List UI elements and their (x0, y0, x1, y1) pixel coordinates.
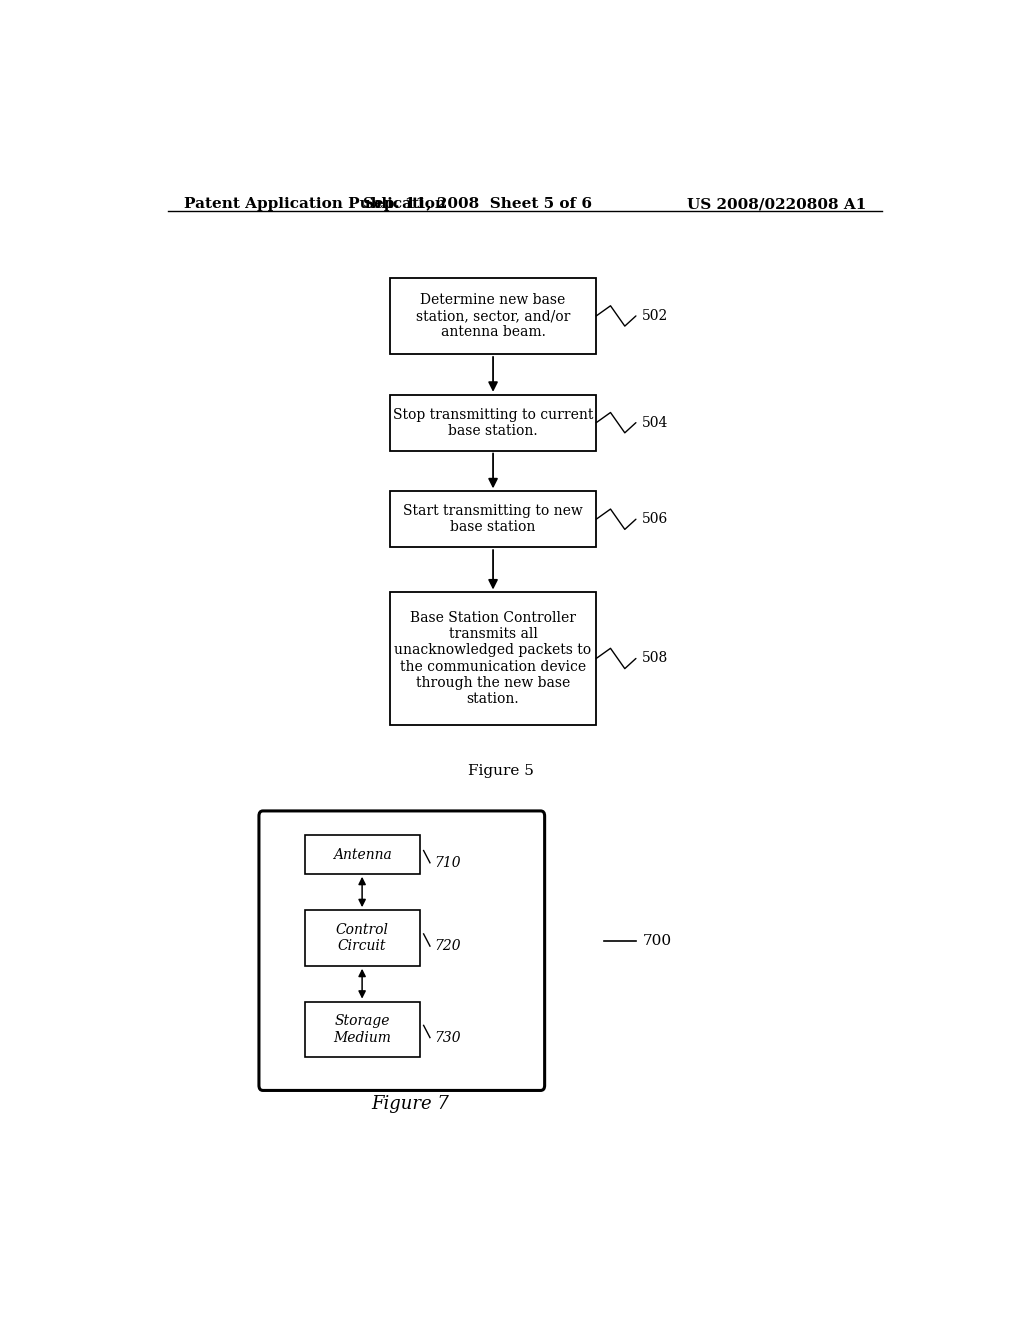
Text: 508: 508 (642, 652, 669, 665)
Text: Base Station Controller
transmits all
unacknowledged packets to
the communicatio: Base Station Controller transmits all un… (394, 611, 592, 706)
Text: Control
Circuit: Control Circuit (336, 923, 389, 953)
Text: 700: 700 (642, 935, 672, 948)
FancyBboxPatch shape (390, 395, 596, 450)
Text: 506: 506 (642, 512, 669, 527)
Text: 730: 730 (434, 1031, 461, 1044)
Text: Sep. 11, 2008  Sheet 5 of 6: Sep. 11, 2008 Sheet 5 of 6 (362, 197, 592, 211)
Text: Antenna: Antenna (333, 847, 391, 862)
FancyBboxPatch shape (390, 593, 596, 725)
Text: 720: 720 (434, 939, 461, 953)
Text: Storage
Medium: Storage Medium (333, 1014, 391, 1044)
Text: 710: 710 (434, 855, 461, 870)
Text: 504: 504 (642, 416, 669, 430)
Text: Patent Application Publication: Patent Application Publication (183, 197, 445, 211)
Text: Figure 7: Figure 7 (371, 1094, 449, 1113)
Text: Figure 5: Figure 5 (468, 764, 534, 779)
Text: Start transmitting to new
base station: Start transmitting to new base station (403, 504, 583, 535)
FancyBboxPatch shape (304, 1002, 420, 1057)
FancyBboxPatch shape (390, 491, 596, 548)
Text: 502: 502 (642, 309, 669, 323)
Text: Determine new base
station, sector, and/or
antenna beam.: Determine new base station, sector, and/… (416, 293, 570, 339)
FancyBboxPatch shape (390, 277, 596, 354)
FancyBboxPatch shape (304, 909, 420, 966)
FancyBboxPatch shape (259, 810, 545, 1090)
FancyBboxPatch shape (304, 836, 420, 874)
Text: Stop transmitting to current
base station.: Stop transmitting to current base statio… (393, 408, 593, 438)
Text: US 2008/0220808 A1: US 2008/0220808 A1 (687, 197, 866, 211)
